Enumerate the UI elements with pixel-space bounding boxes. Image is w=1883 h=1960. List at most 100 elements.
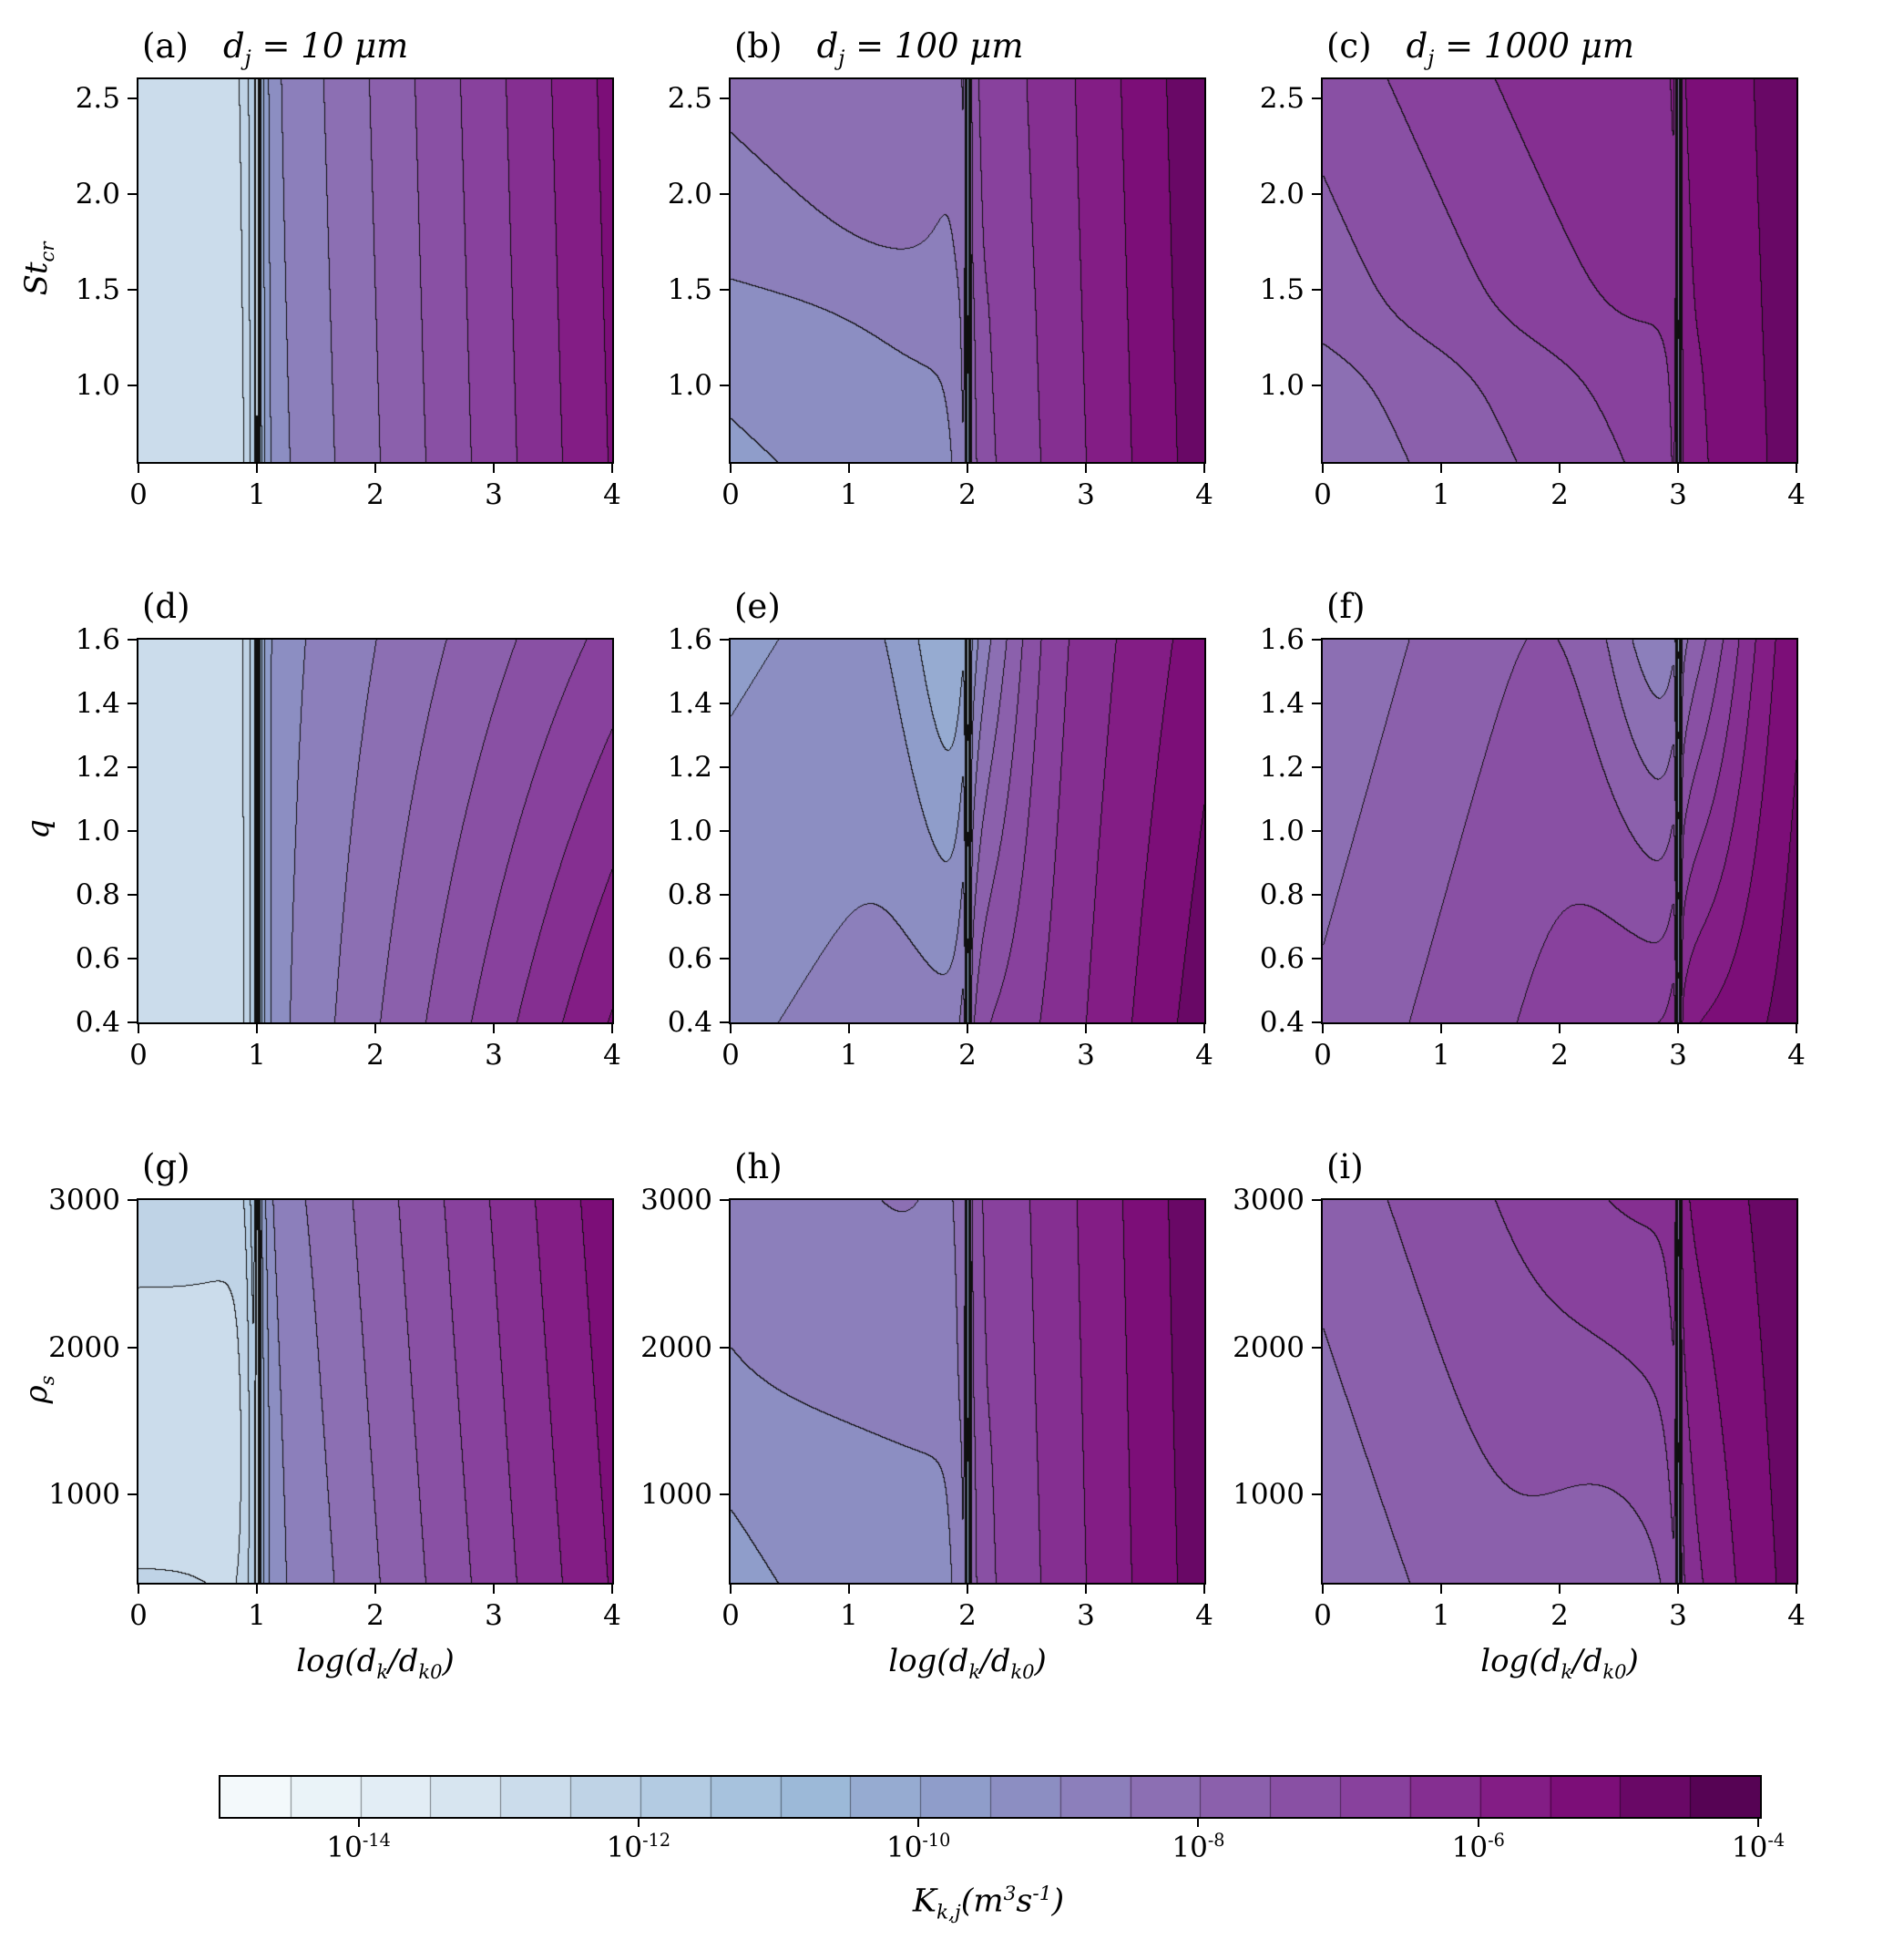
x-tick — [374, 1024, 376, 1033]
y-tick — [128, 958, 137, 959]
x-tick-label: 1 — [840, 1039, 858, 1072]
x-tick-label: 0 — [1314, 1039, 1332, 1072]
y-tick-label: 1.6 — [667, 623, 712, 656]
y-tick-label: 1.5 — [667, 273, 712, 306]
contour-plot-h — [731, 1200, 1204, 1583]
y-tick — [128, 97, 137, 99]
x-tick — [967, 1585, 968, 1594]
x-tick — [1322, 1585, 1324, 1594]
y-tick — [720, 289, 729, 291]
y-tick-label: 1.4 — [75, 687, 120, 720]
x-tick — [1085, 1585, 1087, 1594]
x-tick-label: 3 — [485, 1039, 503, 1072]
x-tick — [848, 464, 850, 473]
x-tick-label: 2 — [1550, 478, 1569, 511]
y-tick — [128, 193, 137, 195]
panel-e: (e) 0 1 2 3 4 0.4 0.6 0.8 1.0 1.2 1.4 1.6 — [668, 587, 1213, 1072]
colorbar-tick-label: 10-12 — [606, 1830, 671, 1864]
panel-title-a: (a) dj = 10 μm — [142, 26, 408, 70]
y-tick — [1312, 289, 1321, 291]
x-tick — [967, 1024, 968, 1033]
x-tick — [256, 464, 258, 473]
panel-title-math: dj = 10 μm — [222, 26, 409, 71]
x-tick-label: 4 — [1195, 478, 1213, 511]
x-tick — [374, 1585, 376, 1594]
x-tick — [1677, 1585, 1679, 1594]
x-tick — [138, 1024, 139, 1033]
x-tick-label: 0 — [1314, 1599, 1332, 1632]
contour-plot-e — [731, 640, 1204, 1022]
x-tick-label: 1 — [1432, 1599, 1450, 1632]
y-tick — [1312, 639, 1321, 641]
x-tick — [730, 1024, 732, 1033]
y-tick — [128, 385, 137, 386]
x-tick-label: 4 — [1787, 478, 1806, 511]
x-tick-label: 2 — [958, 1599, 977, 1632]
panel-f: (f) 0 1 2 3 4 0.4 0.6 0.8 1.0 1.2 1.4 1.6 — [1260, 587, 1806, 1072]
colorbar-box — [219, 1775, 1762, 1819]
colorbar-tick — [637, 1819, 640, 1827]
x-tick — [1085, 1024, 1087, 1033]
panel-title-g: (g) — [142, 1147, 190, 1186]
x-tick — [1085, 464, 1087, 473]
x-tick — [1559, 1024, 1561, 1033]
x-tick-label: 1 — [840, 478, 858, 511]
x-tick-label: 3 — [1077, 478, 1095, 511]
x-tick — [1440, 1585, 1442, 1594]
contour-plot-g — [138, 1200, 612, 1583]
y-tick-label: 1000 — [640, 1478, 712, 1512]
x-tick-label: 2 — [366, 1599, 384, 1632]
colorbar-gradient — [220, 1777, 1760, 1817]
colorbar-label: Kk,j(m3s-1) — [912, 1883, 1065, 1924]
y-tick — [128, 289, 137, 291]
panel-letter: (g) — [142, 1147, 190, 1186]
y-tick — [128, 766, 137, 768]
x-tick — [1796, 464, 1797, 473]
y-tick — [1312, 97, 1321, 99]
y-tick-label: 3000 — [48, 1184, 120, 1216]
y-tick-label: 3000 — [1233, 1184, 1305, 1216]
x-tick-label: 3 — [1077, 1599, 1095, 1632]
x-tick-label: 0 — [721, 478, 740, 511]
y-tick-label: 0.6 — [667, 942, 712, 975]
x-tick — [1440, 464, 1442, 473]
x-tick — [730, 464, 732, 473]
y-tick-label: 0.8 — [1259, 878, 1305, 911]
y-tick — [1312, 193, 1321, 195]
y-tick — [128, 1021, 137, 1023]
panel-c: (c) dj = 1000 μm 0 1 2 3 4 1.0 1.5 2.0 2.5 — [1260, 26, 1806, 511]
x-tick-label: 4 — [1195, 1599, 1213, 1632]
y-tick — [1312, 1021, 1321, 1023]
x-tick-label: 3 — [1669, 1599, 1687, 1632]
panel-title-math: dj = 100 μm — [816, 26, 1024, 71]
y-tick-label: 2.0 — [75, 178, 120, 210]
plot-area-i — [1321, 1198, 1798, 1585]
y-tick-label: 0.6 — [1259, 942, 1305, 975]
y-tick-label: 2000 — [48, 1330, 120, 1364]
x-tick — [611, 1585, 613, 1594]
x-tick-label: 1 — [248, 1599, 266, 1632]
x-tick — [493, 1024, 495, 1033]
panel-title-f: (f) — [1326, 587, 1366, 626]
y-tick — [128, 1493, 137, 1496]
y-tick — [128, 703, 137, 704]
x-tick — [256, 1585, 258, 1594]
y-tick-label: 1000 — [1233, 1478, 1305, 1512]
x-tick — [1559, 464, 1561, 473]
panel-letter: (f) — [1326, 587, 1366, 626]
contour-plot-a — [138, 79, 612, 462]
contour-plot-b — [731, 79, 1204, 462]
y-tick-label: 2.0 — [667, 178, 712, 210]
y-tick — [720, 1346, 729, 1349]
panel-letter: (c) — [1326, 26, 1372, 66]
y-tick-label: 0.4 — [1259, 1006, 1305, 1039]
x-tick-label: 1 — [840, 1599, 858, 1632]
panel-title-i: (i) — [1326, 1147, 1364, 1186]
y-tick-label: 3000 — [640, 1184, 712, 1216]
x-tick — [1559, 1585, 1561, 1594]
x-tick-label: 0 — [1314, 478, 1332, 511]
x-tick — [374, 464, 376, 473]
y-tick — [720, 830, 729, 832]
x-tick — [1322, 1024, 1324, 1033]
